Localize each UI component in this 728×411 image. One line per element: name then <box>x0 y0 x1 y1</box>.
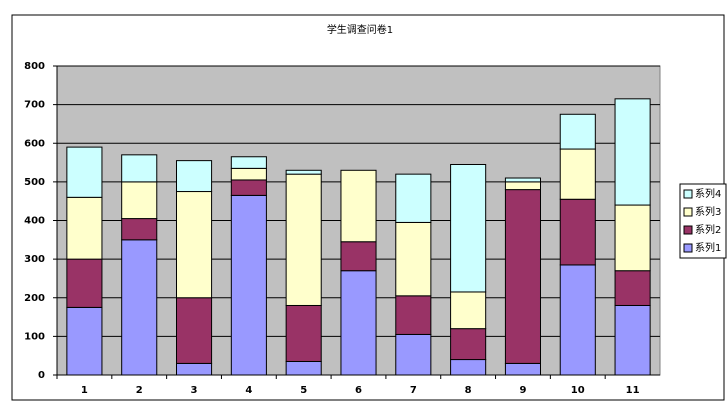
y-tick-label: 700 <box>24 100 45 111</box>
x-tick-label: 3 <box>191 385 198 396</box>
bar-segment <box>66 146 103 198</box>
bar-segment <box>395 295 432 335</box>
bar-segment <box>230 167 267 181</box>
bar-segment <box>121 239 158 376</box>
bar-segment <box>559 148 596 200</box>
bar-segment <box>121 154 158 183</box>
bar-segment <box>450 359 487 376</box>
bar-segment <box>230 179 267 196</box>
bar-segment <box>614 270 651 306</box>
legend-label: 系列4 <box>695 187 721 200</box>
y-tick-label: 0 <box>38 370 45 381</box>
chart-title: 学生调查问卷1 <box>327 23 393 36</box>
legend-swatch <box>683 207 693 217</box>
bar-segment <box>285 173 322 306</box>
x-tick-label: 10 <box>571 385 585 396</box>
bar-segment <box>285 360 322 376</box>
x-tick-label: 6 <box>355 385 362 396</box>
bar-segment <box>395 173 432 223</box>
bar-segment <box>340 241 377 272</box>
bar-segment <box>230 156 267 169</box>
bar-segment <box>559 264 596 376</box>
legend-label: 系列3 <box>695 205 721 218</box>
bar-segment <box>504 362 541 376</box>
bar-segment <box>504 181 541 191</box>
y-tick-label: 800 <box>24 61 45 72</box>
x-tick-label: 11 <box>626 385 640 396</box>
bar-segment <box>176 297 213 364</box>
bar-segment <box>121 181 158 220</box>
x-tick-label: 1 <box>81 385 88 396</box>
bar-segment <box>450 163 487 293</box>
bar-segment <box>66 196 103 260</box>
x-tick-label: 8 <box>465 385 472 396</box>
bar-segment <box>614 304 651 376</box>
bar-segment <box>395 221 432 297</box>
y-tick-label: 400 <box>24 216 45 227</box>
bar-segment <box>121 218 158 241</box>
y-tick-label: 100 <box>24 331 45 342</box>
bar-segment <box>559 113 596 150</box>
bar-segment <box>176 362 213 376</box>
bar-segment <box>176 191 213 299</box>
bar-segment <box>176 160 213 193</box>
bar-segment <box>504 177 541 183</box>
bar-segment <box>285 169 322 175</box>
x-tick-label: 5 <box>300 385 307 396</box>
bar-segment <box>614 204 651 272</box>
bar-segment <box>66 258 103 308</box>
bar-segment <box>230 194 267 376</box>
x-tick-label: 7 <box>410 385 417 396</box>
bar-segment <box>450 328 487 361</box>
legend-label: 系列1 <box>695 241 721 254</box>
bar-segment <box>559 198 596 266</box>
bar-segment <box>450 291 487 330</box>
bar-segment <box>504 189 541 364</box>
legend-swatch <box>683 225 693 235</box>
y-tick-label: 300 <box>24 254 45 265</box>
y-tick-label: 500 <box>24 177 45 188</box>
bar-segment <box>340 270 377 376</box>
bar-segment <box>614 98 651 206</box>
x-tick-label: 4 <box>245 385 252 396</box>
legend-label: 系列2 <box>695 223 721 236</box>
y-tick-label: 600 <box>24 138 45 149</box>
bar-segment <box>395 333 432 376</box>
legend-swatch <box>683 243 693 253</box>
y-tick-label: 200 <box>24 293 45 304</box>
bar-segment <box>340 169 377 243</box>
x-tick-label: 2 <box>136 385 143 396</box>
bar-segment <box>66 306 103 376</box>
legend-swatch <box>683 189 693 199</box>
bar-segment <box>285 304 322 362</box>
x-tick-label: 9 <box>519 385 526 396</box>
